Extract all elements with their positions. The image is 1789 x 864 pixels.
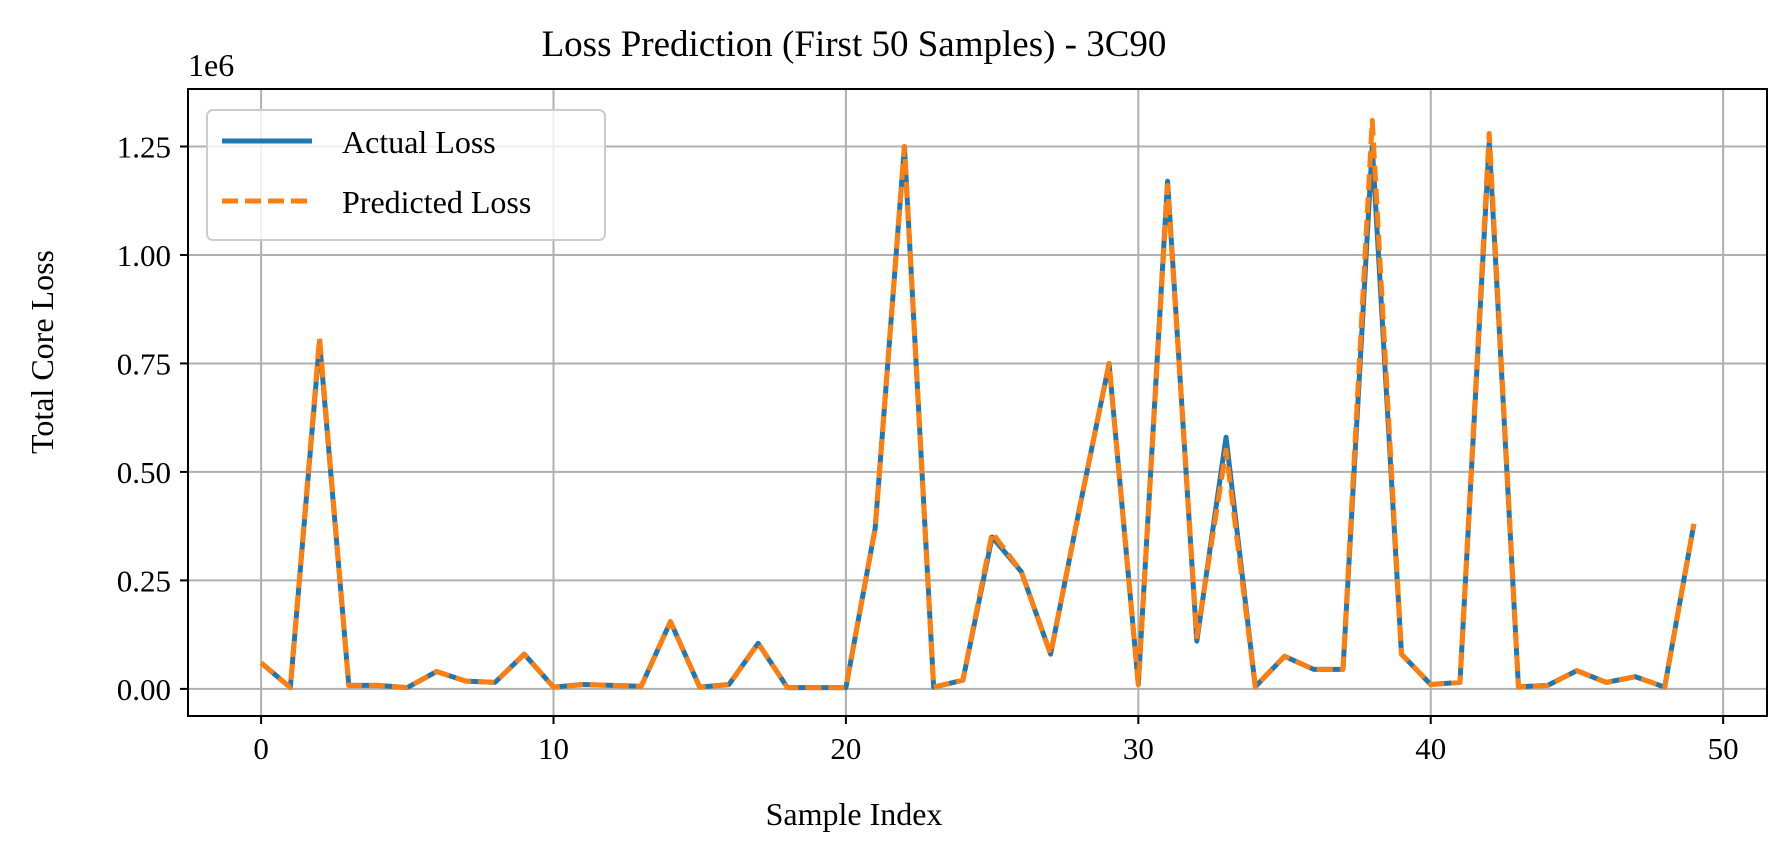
- legend-label-predicted: Predicted Loss: [342, 184, 531, 220]
- y-tick-label: 0.75: [117, 346, 171, 381]
- x-tick-label: 10: [538, 731, 569, 766]
- series-line-predicted-loss: [259, 117, 1697, 691]
- y-tick-label: 0.25: [117, 563, 171, 598]
- y-tick-label: 0.00: [117, 672, 171, 707]
- x-axis-ticks: 0 10 20 30 40 50: [253, 716, 1739, 766]
- x-tick-label: 40: [1415, 731, 1446, 766]
- x-tick-label: 30: [1123, 731, 1154, 766]
- y-tick-label: 0.50: [117, 455, 171, 490]
- y-axis-label: Total Core Loss: [24, 250, 60, 454]
- legend: Actual Loss Predicted Loss: [206, 109, 606, 241]
- legend-label-actual: Actual Loss: [342, 124, 496, 160]
- y-axis-offset-label: 1e6: [188, 47, 234, 83]
- y-axis-ticks: 0.00 0.25 0.50 0.75 1.00 1.25: [117, 129, 188, 707]
- series-layer: [259, 117, 1697, 691]
- x-axis-label: Sample Index: [766, 796, 943, 832]
- y-tick-label: 1.25: [117, 129, 171, 164]
- chart-title: Loss Prediction (First 50 Samples) - 3C9…: [542, 24, 1167, 65]
- x-tick-label: 0: [253, 731, 269, 766]
- y-tick-label: 1.00: [117, 238, 171, 273]
- x-tick-label: 20: [830, 731, 861, 766]
- plot-frame: [187, 88, 1768, 717]
- x-tick-label: 50: [1708, 731, 1739, 766]
